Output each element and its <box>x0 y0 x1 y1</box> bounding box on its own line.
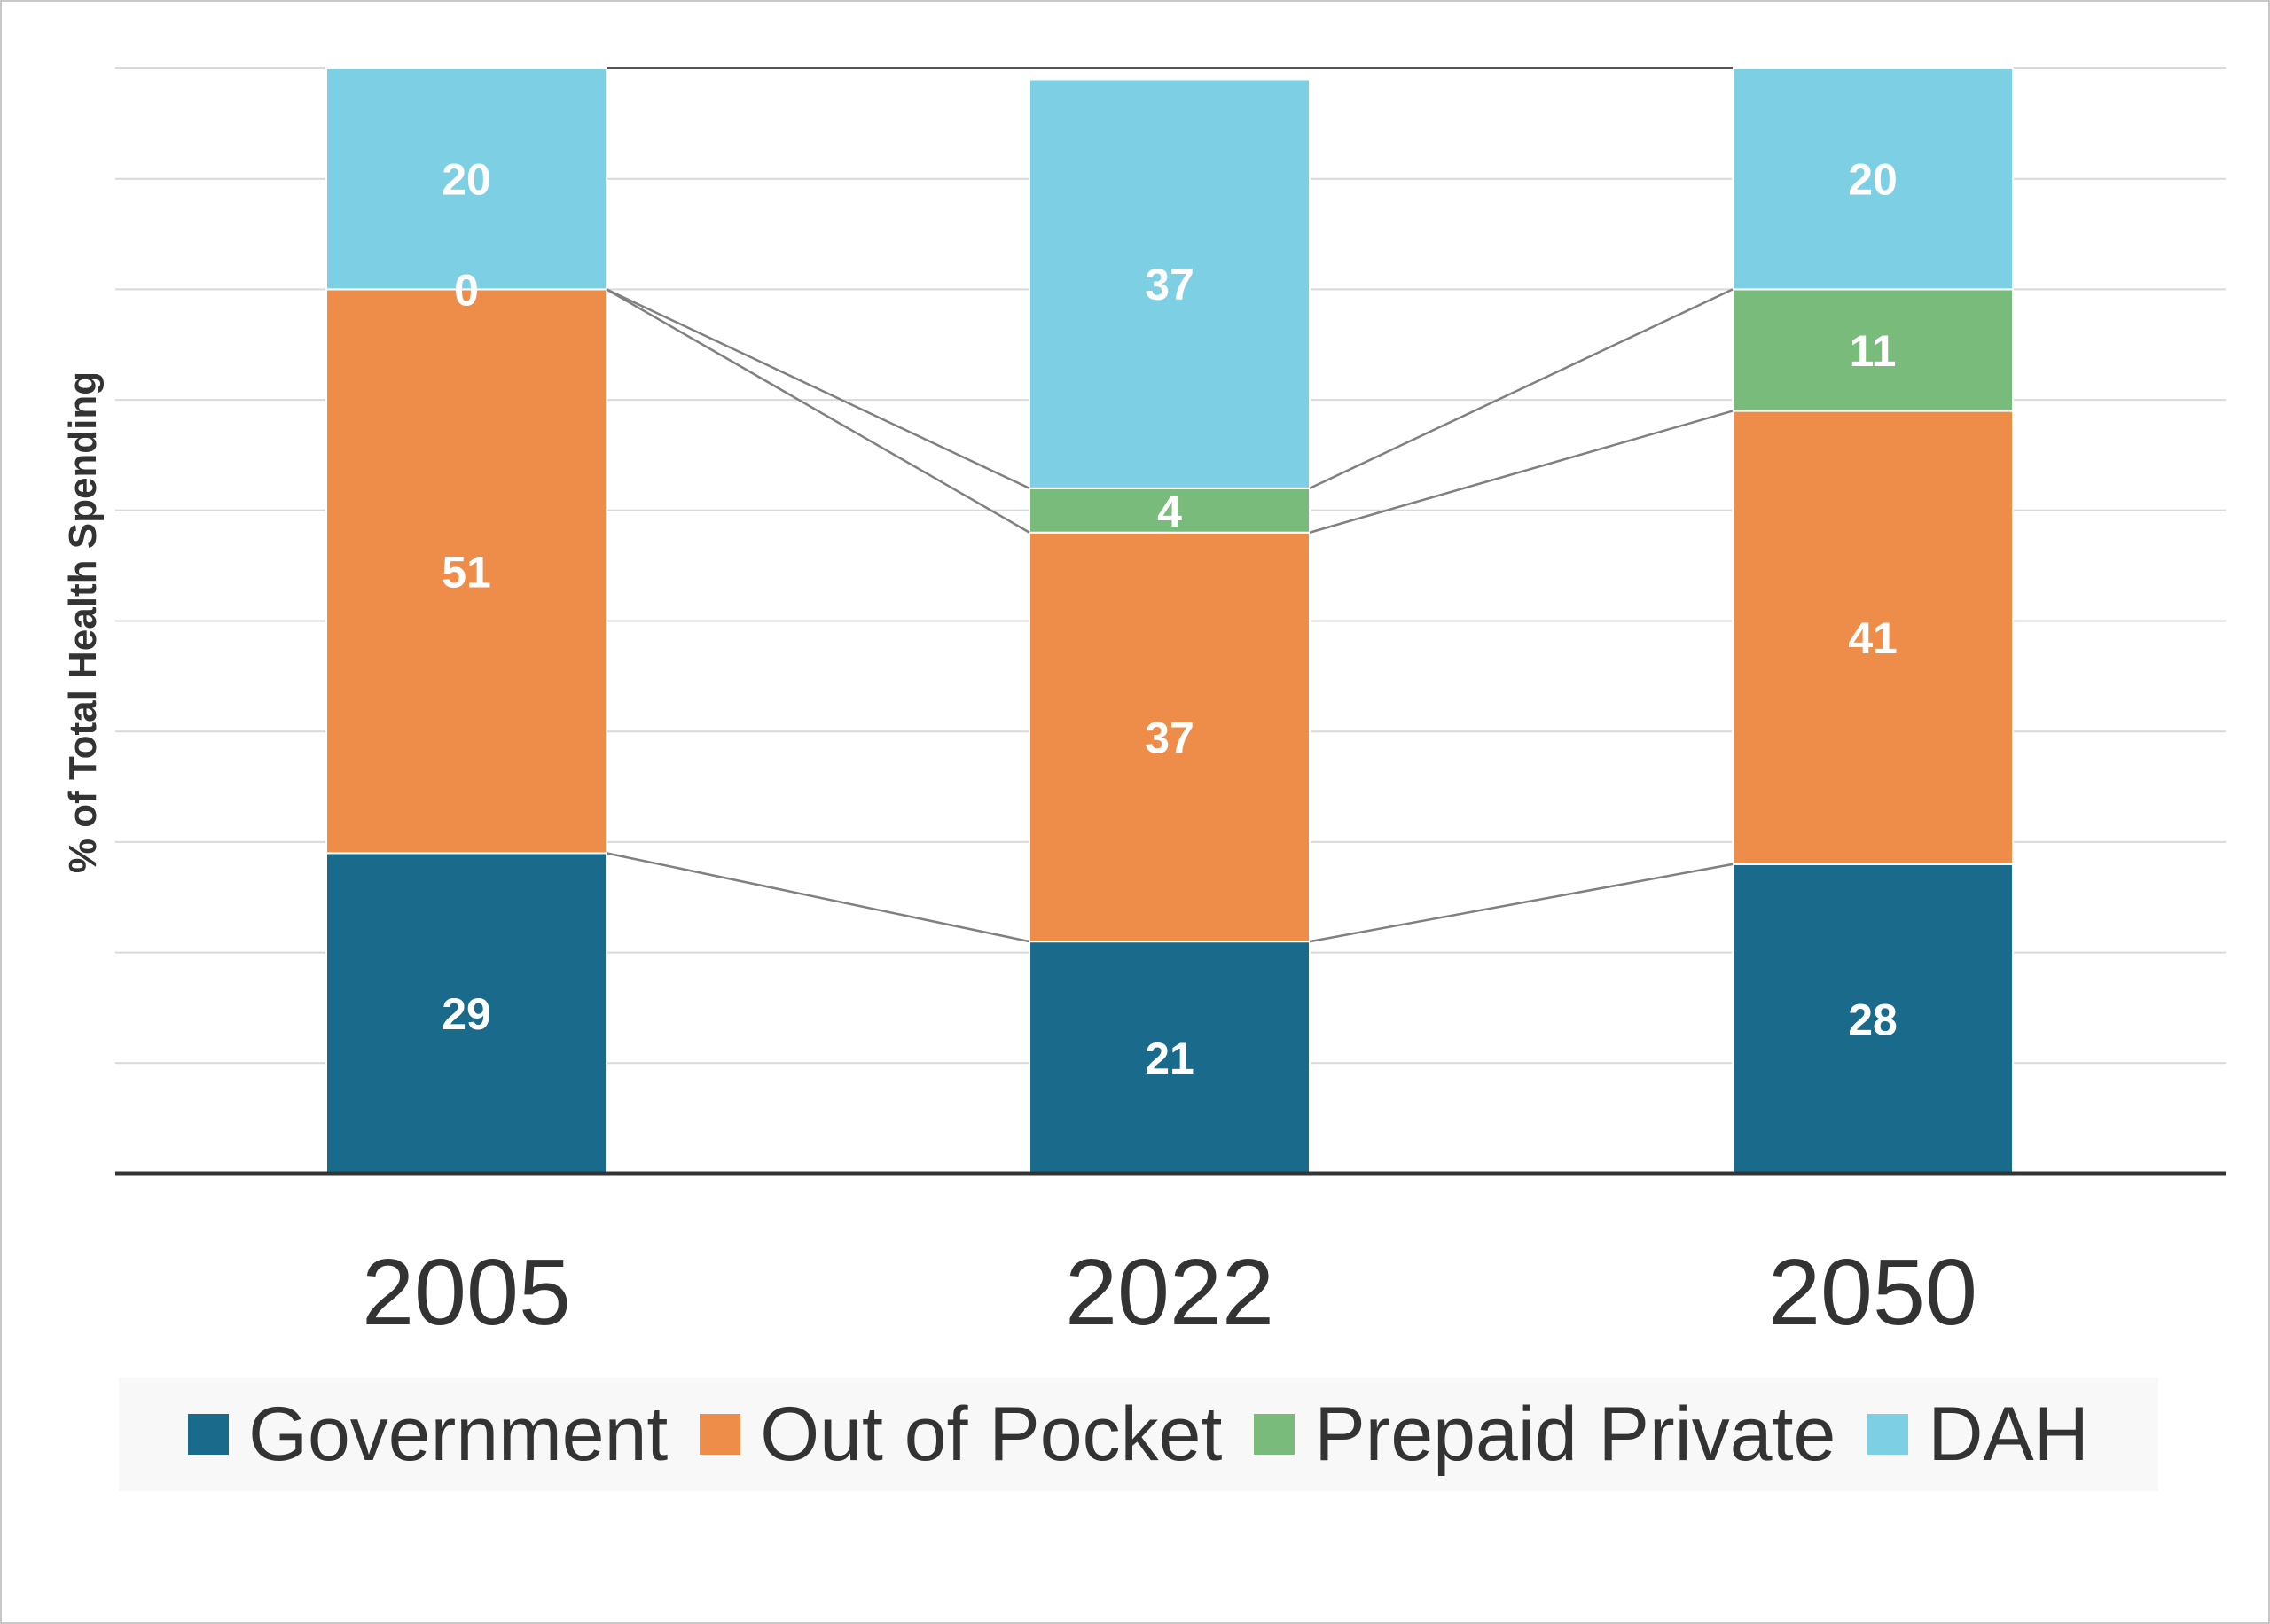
data-label: 37 <box>1145 260 1194 309</box>
data-label: 4 <box>1157 487 1182 536</box>
data-label: 0 <box>454 265 479 315</box>
connector-line <box>606 852 1030 943</box>
data-label: 20 <box>442 155 491 205</box>
bar-segment-dah <box>325 67 607 291</box>
legend-swatch <box>1867 1414 1909 1455</box>
bar-segment-dah <box>1732 67 2014 291</box>
bar-segment-out-of-pocket <box>1029 531 1311 943</box>
legend-item: Prepaid Private <box>1254 1396 1836 1472</box>
legend-label: Government <box>248 1392 669 1477</box>
data-label: 29 <box>442 989 491 1039</box>
bar-segment-government <box>1029 941 1311 1175</box>
legend-swatch <box>188 1414 230 1455</box>
data-label: 28 <box>1848 995 1898 1044</box>
connector-lines <box>606 67 1734 943</box>
bar-segment-out-of-pocket <box>325 288 607 855</box>
legend: Government Out of Pocket Prepaid Private DA… <box>119 1378 2158 1491</box>
legend-label: Out of Pocket <box>760 1392 1223 1477</box>
legend-item: DAH <box>1867 1396 2089 1472</box>
data-labels: 29 51 0 20 21 37 4 37 28 41 11 20 <box>442 155 1898 1083</box>
x-tick-label: 2005 <box>362 1240 571 1345</box>
legend-item: Government <box>188 1396 668 1472</box>
legend-item: Out of Pocket <box>700 1396 1222 1472</box>
bar-segment-prepaid-private <box>1732 288 2014 412</box>
x-tick-labels: 2005 2022 2050 <box>362 1240 1977 1345</box>
data-label: 41 <box>1848 613 1898 663</box>
data-label: 37 <box>1145 713 1194 762</box>
connector-line <box>1309 288 1734 489</box>
data-label: 11 <box>1850 326 1897 376</box>
bar-segment-government <box>1732 863 2014 1175</box>
connector-line <box>1309 410 1734 534</box>
legend-swatch <box>1254 1414 1295 1455</box>
connector-line <box>606 288 1030 534</box>
data-label: 21 <box>1145 1034 1194 1083</box>
bar-segment-out-of-pocket <box>1732 410 2014 865</box>
x-tick-label: 2050 <box>1768 1240 1977 1345</box>
connector-line <box>606 288 1030 489</box>
bars <box>325 67 2014 1175</box>
connector-line <box>1309 863 1734 943</box>
bar-segment-dah <box>1029 78 1311 489</box>
legend-swatch <box>700 1414 741 1455</box>
y-axis-label: % of Total Health Spending <box>61 371 105 873</box>
legend-label: DAH <box>1928 1392 2089 1477</box>
bar-segment-prepaid-private <box>1029 487 1311 534</box>
data-label: 20 <box>1848 155 1898 205</box>
legend-label: Prepaid Private <box>1314 1392 1836 1477</box>
data-label: 51 <box>442 547 491 597</box>
x-tick-label: 2022 <box>1065 1240 1274 1345</box>
